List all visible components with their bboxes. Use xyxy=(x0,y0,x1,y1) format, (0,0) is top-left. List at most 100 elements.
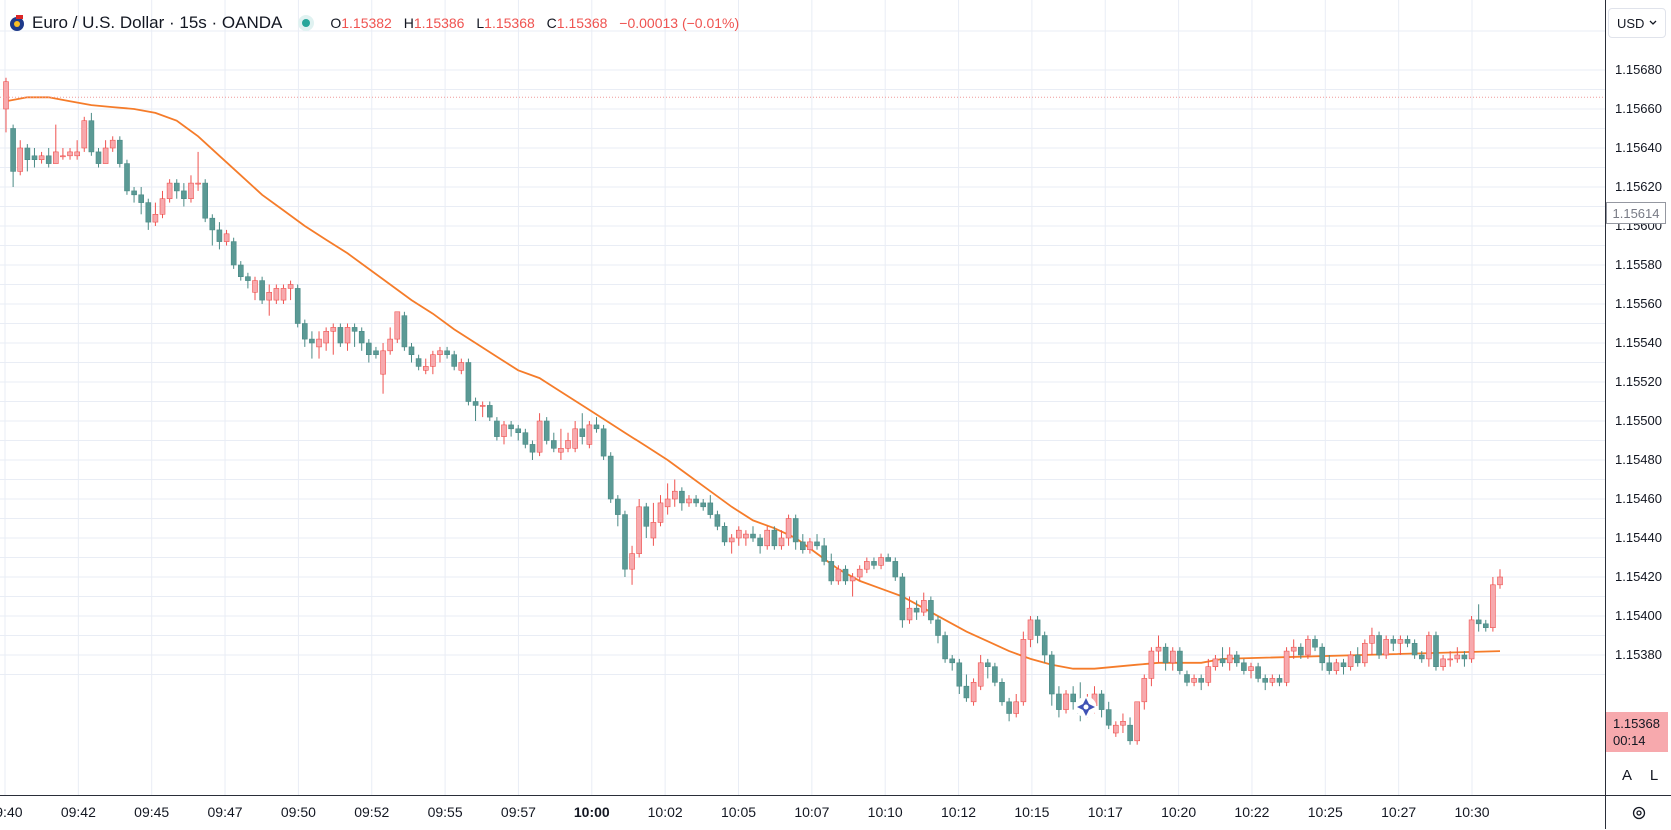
time-axis[interactable]: 09:40 09:42 09:45 09:47 09:50 09:52 09:55 09:57… xyxy=(0,795,1605,830)
candle-body xyxy=(45,155,52,164)
ma-layer xyxy=(5,96,1501,670)
candle xyxy=(365,339,372,363)
candle-body xyxy=(586,424,593,445)
candle xyxy=(1127,717,1133,745)
candle xyxy=(1333,658,1340,675)
candle-body xyxy=(856,568,863,578)
open-label: O xyxy=(330,15,342,31)
candle xyxy=(138,187,144,215)
candle xyxy=(45,148,52,168)
candle xyxy=(444,346,450,359)
candle xyxy=(572,421,579,453)
candle-body xyxy=(735,529,742,539)
candle xyxy=(1298,643,1304,659)
candle xyxy=(835,565,842,585)
candle-body xyxy=(394,311,401,340)
candle-body xyxy=(95,151,102,164)
currency-label: USD xyxy=(1617,15,1645,31)
candle-body xyxy=(1098,693,1105,710)
log-scale-button[interactable]: L xyxy=(1649,766,1659,784)
time-tick-label: 10:02 xyxy=(647,804,683,820)
candle-body xyxy=(24,147,31,160)
symbol-legend: Euro / U.S. Dollar · 15s · OANDA O1.1538… xyxy=(8,10,747,36)
candle-body xyxy=(536,420,543,453)
candle-body xyxy=(117,139,123,164)
candle xyxy=(259,276,265,304)
candle xyxy=(166,179,173,203)
candle xyxy=(1347,651,1354,671)
candle-body xyxy=(1440,658,1446,668)
candle-body xyxy=(1170,650,1176,664)
candle-body xyxy=(550,440,557,449)
candle xyxy=(1049,651,1055,706)
candle xyxy=(88,112,95,156)
candle-body xyxy=(479,405,486,407)
candle xyxy=(287,280,294,301)
candle xyxy=(10,124,16,187)
candle xyxy=(1312,635,1318,652)
time-tick-label: 10:22 xyxy=(1234,804,1270,820)
candle xyxy=(963,674,970,702)
candle-body xyxy=(920,600,927,613)
candle-body xyxy=(380,350,386,375)
marker-center xyxy=(1083,704,1089,710)
candle xyxy=(109,136,116,152)
candle-body xyxy=(10,128,16,172)
candle-body xyxy=(67,151,73,157)
auto-scale-button[interactable]: A xyxy=(1621,766,1632,784)
candle xyxy=(935,616,941,644)
candle xyxy=(1468,616,1475,663)
last-price-value: 1.15368 xyxy=(1613,716,1660,731)
time-tick-label: 09:42 xyxy=(60,804,96,820)
candle xyxy=(238,261,244,281)
candle-body xyxy=(558,447,564,453)
time-tick-label: 10:20 xyxy=(1161,804,1197,820)
candle xyxy=(1383,635,1389,659)
candle xyxy=(913,600,920,620)
candle xyxy=(223,229,230,246)
chart-area[interactable]: Euro / U.S. Dollar · 15s · OANDA O1.1538… xyxy=(0,0,1605,795)
candle-body xyxy=(1390,639,1397,644)
candle xyxy=(999,678,1005,706)
eurusd-flag-icon[interactable] xyxy=(8,14,26,32)
candle-body xyxy=(622,514,628,570)
currency-button[interactable]: USD xyxy=(1608,8,1666,38)
candle xyxy=(1198,674,1204,691)
candle xyxy=(117,136,123,168)
candle-body xyxy=(415,358,422,367)
candle-body xyxy=(671,490,678,500)
candle xyxy=(67,148,73,160)
candle-body xyxy=(750,533,756,539)
candle xyxy=(216,222,223,250)
candle xyxy=(693,495,699,507)
price-axis[interactable]: 1.15680 1.15660 1.15640 1.15620 1.15600 1.155… xyxy=(1605,0,1671,795)
candle-body xyxy=(600,428,607,457)
price-tick-label: 1.15680 xyxy=(1615,62,1662,77)
candle xyxy=(1461,651,1468,667)
candle-body xyxy=(999,681,1005,703)
candle-body xyxy=(1433,635,1439,668)
candle-body xyxy=(529,444,536,453)
candle-body xyxy=(1447,658,1453,661)
candle xyxy=(458,358,465,375)
candle xyxy=(607,452,614,503)
candle-body xyxy=(1027,619,1034,640)
candle-body xyxy=(1070,693,1076,703)
chart-svg[interactable] xyxy=(0,0,1605,795)
candle-body xyxy=(1248,666,1254,671)
candle-body xyxy=(1056,693,1062,710)
candle-body xyxy=(1319,646,1325,664)
market-status-icon[interactable] xyxy=(296,13,316,33)
candle xyxy=(863,557,870,574)
candle xyxy=(159,190,166,219)
candle xyxy=(1226,647,1233,671)
candle xyxy=(81,116,88,152)
candle-body xyxy=(494,420,500,437)
candle-body xyxy=(486,405,493,418)
candle-body xyxy=(1490,584,1496,628)
candle-body xyxy=(1127,724,1133,742)
symbol-title[interactable]: Euro / U.S. Dollar · 15s · OANDA xyxy=(32,13,283,32)
candle xyxy=(1276,674,1283,687)
chart-settings-button[interactable] xyxy=(1605,795,1671,829)
candle xyxy=(622,510,628,577)
